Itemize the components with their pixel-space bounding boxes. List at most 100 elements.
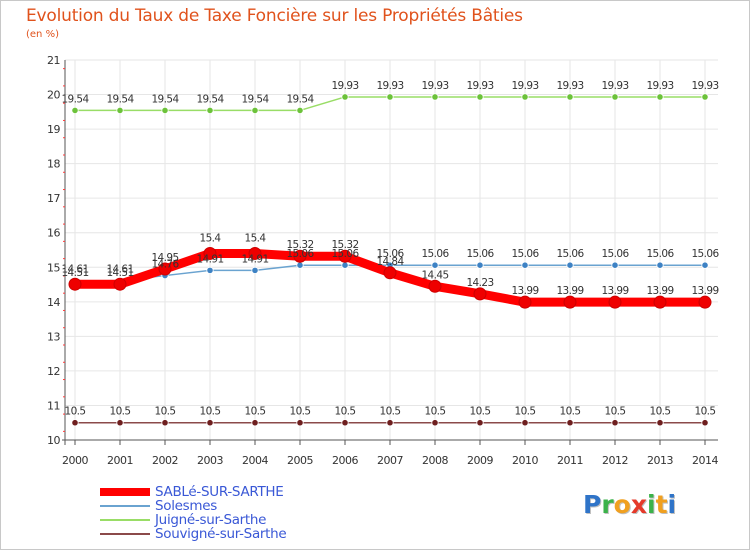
data-label: 15.4 [200,232,222,244]
logo-letter: i [668,490,677,519]
data-label: 19.93 [601,80,628,92]
data-label: 14.61 [106,264,133,276]
data-label: 14.91 [241,253,268,265]
data-point-3 [117,420,123,426]
x-tick-label: 2002 [152,454,178,467]
data-point-3 [567,420,573,426]
y-tick-label: 10 [47,434,60,447]
legend-swatch [100,488,150,496]
y-tick-label: 20 [47,89,60,102]
data-label: 15.06 [466,248,494,260]
y-tick-label: 11 [47,399,60,412]
x-tick-label: 2004 [242,454,268,467]
legend-swatch [100,519,150,521]
data-label: 19.93 [646,80,673,92]
data-point-2 [702,94,708,100]
data-label: 10.5 [605,406,626,418]
data-label: 10.5 [335,406,356,418]
data-label: 19.93 [511,80,538,92]
data-point-3 [477,420,483,426]
data-label: 10.5 [290,406,311,418]
logo-letter: P [583,490,601,519]
legend-item: Souvigné-sur-Sarthe [100,527,360,541]
data-label: 10.5 [650,406,671,418]
data-label: 19.54 [286,93,314,105]
data-label: 15.06 [556,248,584,260]
data-label: 19.93 [331,80,358,92]
data-label: 10.5 [515,406,536,418]
legend-item: SABLé-SUR-SARTHE [100,485,360,499]
data-point-1 [567,262,573,268]
data-point-1 [477,262,483,268]
y-tick-label: 16 [47,227,60,240]
data-label: 13.99 [601,285,628,297]
data-label: 19.54 [151,93,179,105]
legend-swatch [100,505,150,507]
x-tick-label: 2013 [647,454,673,467]
data-point-3 [297,420,303,426]
data-label: 10.5 [200,406,221,418]
data-point-1 [342,262,348,268]
logo-letter: i [647,490,656,519]
y-tick-label: 18 [47,158,60,171]
x-tick-label: 2000 [62,454,88,467]
data-point-3 [162,420,168,426]
data-point-2 [117,107,123,113]
x-tick-label: 2010 [512,454,538,467]
data-label: 10.5 [110,406,131,418]
data-point-2 [207,107,213,113]
data-point-2 [162,107,168,113]
x-tick-label: 2007 [377,454,403,467]
data-label: 10.5 [155,406,176,418]
data-label: 14.61 [61,264,88,276]
x-tick-label: 2003 [197,454,223,467]
data-label: 14.45 [421,269,448,281]
data-label: 14.91 [196,253,223,265]
x-tick-label: 2011 [557,454,583,467]
data-label: 13.99 [646,285,673,297]
data-point-1 [657,262,663,268]
y-tick-label: 21 [47,54,60,67]
data-label: 19.93 [691,80,718,92]
legend-swatch [100,533,150,535]
data-point-2 [477,94,483,100]
data-label: 10.5 [470,406,491,418]
x-tick-label: 2001 [107,454,133,467]
logo-letter: x [631,490,647,519]
data-label: 10.5 [695,406,716,418]
data-point-3 [252,420,258,426]
data-label: 15.06 [286,248,314,260]
legend-label: Souvigné-sur-Sarthe [155,526,286,542]
x-tick-label: 2009 [467,454,493,467]
data-label: 15.06 [511,248,539,260]
data-point-0 [384,267,396,279]
proxiti-logo: Proxiti [583,490,676,519]
data-point-2 [522,94,528,100]
data-point-0 [699,296,711,308]
data-point-1 [522,262,528,268]
data-label: 10.5 [245,406,266,418]
data-point-2 [387,94,393,100]
data-label: 15.4 [245,232,267,244]
data-point-3 [342,420,348,426]
data-point-1 [432,262,438,268]
data-point-2 [567,94,573,100]
data-point-1 [207,267,213,273]
data-point-2 [342,94,348,100]
data-point-3 [72,420,78,426]
y-tick-label: 12 [47,365,60,378]
x-tick-label: 2008 [422,454,448,467]
data-label: 15.06 [421,248,449,260]
data-label: 19.54 [61,93,89,105]
data-label: 15.06 [376,248,404,260]
data-point-3 [612,420,618,426]
data-label: 19.93 [376,80,403,92]
y-tick-label: 15 [47,261,60,274]
data-point-2 [72,107,78,113]
data-label: 19.93 [421,80,448,92]
data-label: 10.5 [380,406,401,418]
logo-letter: t [656,490,668,519]
data-point-2 [612,94,618,100]
data-point-3 [387,420,393,426]
data-point-0 [564,296,576,308]
